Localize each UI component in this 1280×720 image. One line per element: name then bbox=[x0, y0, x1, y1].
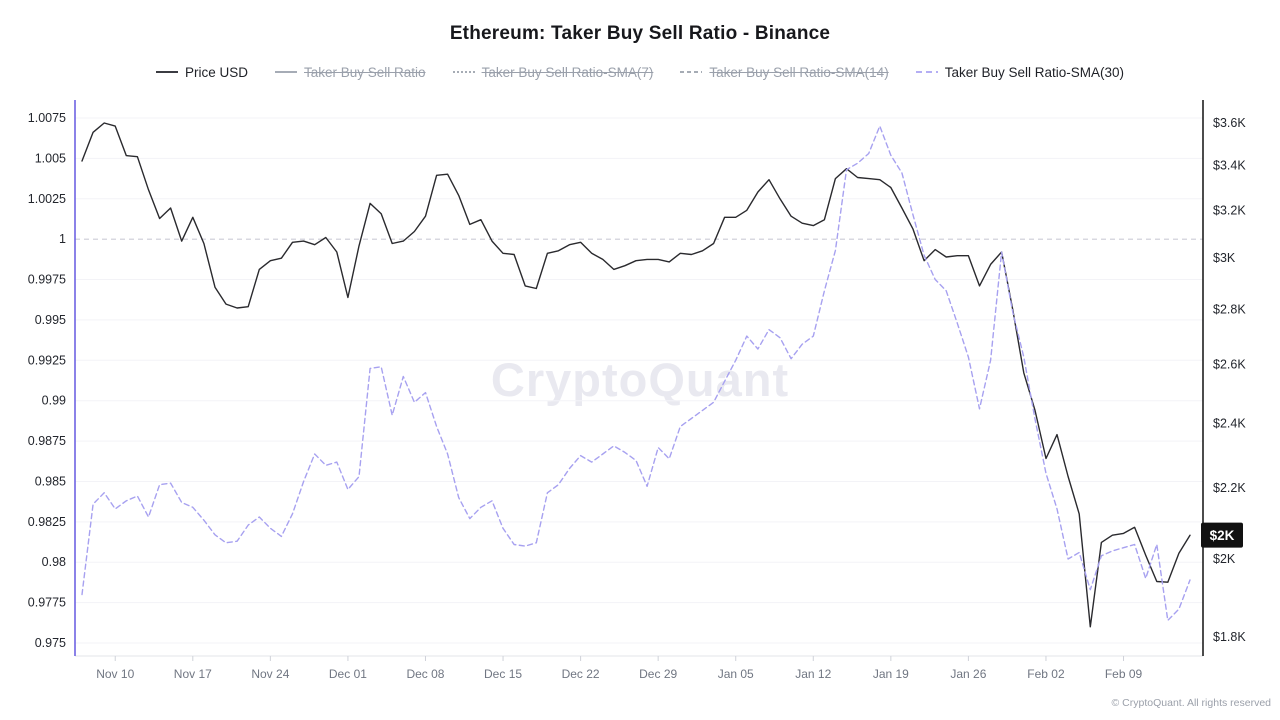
y-axis-left-label: 1.0075 bbox=[28, 111, 66, 125]
legend-label: Taker Buy Sell Ratio-SMA(14) bbox=[709, 64, 889, 80]
legend-label: Price USD bbox=[184, 64, 248, 80]
x-axis-label: Nov 17 bbox=[174, 667, 212, 681]
y-axis-left-label: 0.995 bbox=[35, 313, 66, 327]
y-axis-right-label: $1.8K bbox=[1213, 630, 1246, 644]
legend-item-taker-buy-sell-ratio-sma14[interactable]: Taker Buy Sell Ratio-SMA(14) bbox=[680, 64, 889, 80]
y-axis-left-label: 0.9825 bbox=[28, 515, 66, 529]
x-axis-label: Dec 01 bbox=[329, 667, 367, 681]
x-axis-label: Dec 08 bbox=[406, 667, 444, 681]
legend-label: Taker Buy Sell Ratio-SMA(7) bbox=[481, 64, 654, 80]
y-axis-right-label: $2K bbox=[1213, 552, 1236, 566]
last-price-badge-box bbox=[1201, 522, 1243, 548]
x-axis-label: Dec 22 bbox=[562, 667, 600, 681]
legend-line-swatch-icon bbox=[915, 71, 938, 73]
y-axis-left-label: 0.9975 bbox=[28, 273, 66, 287]
y-axis-right-label: $3.4K bbox=[1213, 158, 1246, 172]
legend-item-taker-buy-sell-ratio-sma7[interactable]: Taker Buy Sell Ratio-SMA(7) bbox=[452, 64, 654, 80]
y-axis-right-label: $3.2K bbox=[1213, 203, 1246, 217]
x-axis-label: Dec 29 bbox=[639, 667, 677, 681]
y-axis-left-label: 1.0025 bbox=[28, 192, 66, 206]
x-axis-label: Feb 02 bbox=[1027, 667, 1065, 681]
y-axis-left-label: 0.9925 bbox=[28, 353, 66, 367]
y-axis-left-label: 0.9875 bbox=[28, 434, 66, 448]
legend-line-swatch-icon bbox=[275, 71, 297, 73]
x-axis-label: Nov 24 bbox=[251, 667, 289, 681]
legend-line-swatch-icon bbox=[155, 71, 178, 73]
copyright-notice: © CryptoQuant. All rights reserved bbox=[1111, 697, 1271, 709]
y-axis-left-label: 1 bbox=[59, 232, 66, 246]
chart-title: Ethereum: Taker Buy Sell Ratio - Binance bbox=[449, 23, 831, 44]
y-axis-left-label: 0.98 bbox=[42, 555, 66, 569]
y-axis-right-label: $2.4K bbox=[1213, 417, 1246, 431]
y-axis-left-label: 0.975 bbox=[35, 636, 66, 650]
taker-buy-sell-ratio-sma30-line[interactable] bbox=[81, 125, 1191, 622]
last-price-badge: $2K bbox=[1201, 522, 1243, 548]
x-axis-label: Jan 05 bbox=[718, 667, 754, 681]
x-axis-label: Jan 26 bbox=[950, 667, 986, 681]
legend-label: Taker Buy Sell Ratio bbox=[304, 64, 426, 80]
x-axis-label: Feb 09 bbox=[1105, 667, 1143, 681]
last-price-badge-text: $2K bbox=[1210, 528, 1235, 543]
legend-label: Taker Buy Sell Ratio-SMA(30) bbox=[944, 64, 1124, 80]
x-axis-label: Jan 12 bbox=[795, 667, 831, 681]
legend-item-taker-buy-sell-ratio-sma30[interactable]: Taker Buy Sell Ratio-SMA(30) bbox=[915, 64, 1124, 80]
y-axis-right-label: $3K bbox=[1213, 251, 1236, 265]
legend: Price USD Taker Buy Sell Ratio Taker Buy S… bbox=[0, 61, 1280, 83]
x-axis-label: Dec 15 bbox=[484, 667, 522, 681]
legend-line-swatch-icon bbox=[680, 71, 703, 73]
x-axis-label: Jan 19 bbox=[873, 667, 909, 681]
y-axis-left-label: 0.99 bbox=[42, 394, 66, 408]
y-axis-left-label: 0.985 bbox=[35, 474, 66, 488]
y-axis-right-label: $2.8K bbox=[1213, 302, 1246, 316]
legend-item-taker-buy-sell-ratio[interactable]: Taker Buy Sell Ratio bbox=[275, 65, 426, 80]
x-axis-label: Nov 10 bbox=[96, 667, 134, 681]
y-axis-right-label: $2.6K bbox=[1213, 357, 1246, 371]
y-axis-left-label: 1.005 bbox=[35, 151, 66, 165]
y-axis-right-label: $2.2K bbox=[1213, 481, 1246, 495]
legend-item-price-usd[interactable]: Price USD bbox=[155, 64, 248, 80]
y-axis-left-label: 0.9775 bbox=[28, 596, 66, 610]
y-axis-right-label: $3.6K bbox=[1213, 116, 1246, 130]
